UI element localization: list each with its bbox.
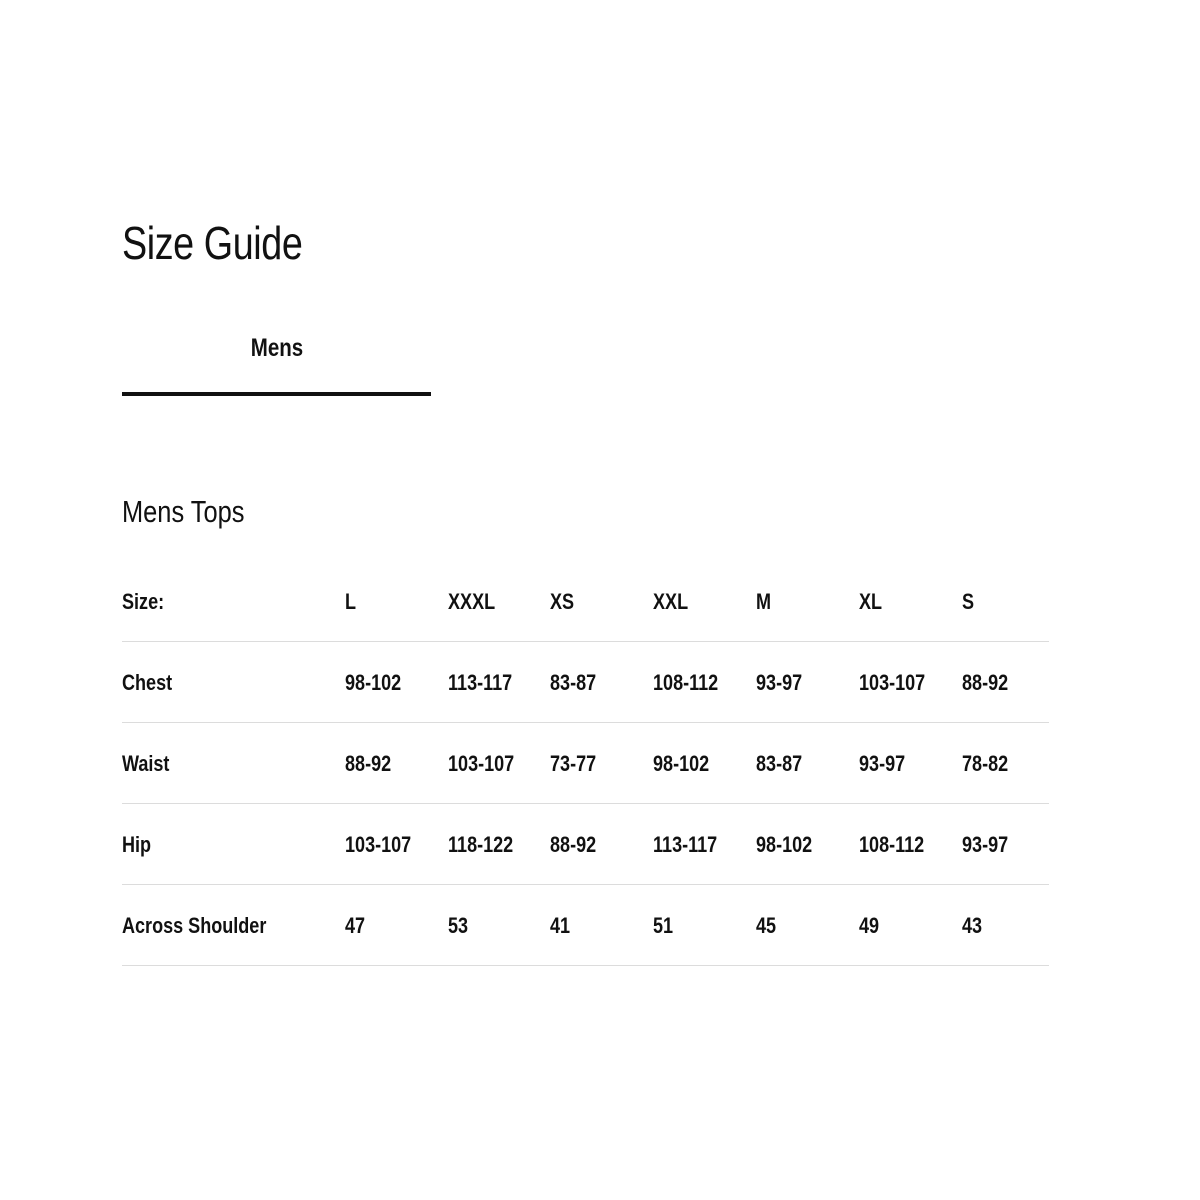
table-cell: 49: [859, 913, 880, 938]
size-table: Size: L XXXL XS XXL M XL S Chest 98-102 113-117 83-…: [122, 561, 1049, 966]
row-label: Waist: [122, 751, 170, 776]
table-cell: 98-102: [653, 751, 710, 776]
size-header: L: [345, 589, 357, 614]
tab-label: Mens: [250, 334, 303, 362]
table-row: Chest 98-102 113-117 83-87 108-112 93-97 103-1…: [122, 642, 1049, 723]
table-cell: 108-112: [653, 670, 719, 695]
table-cell: 113-117: [653, 832, 718, 857]
table-row: Waist 88-92 103-107 73-77 98-102 83-87 93-97 78…: [122, 723, 1049, 804]
size-header: S: [962, 589, 975, 614]
table-cell: 98-102: [756, 832, 813, 857]
size-header: XL: [859, 589, 883, 614]
table-header-row: Size: L XXXL XS XXL M XL S: [122, 561, 1049, 642]
table-cell: 98-102: [345, 670, 402, 695]
size-header: XS: [550, 589, 575, 614]
table-cell: 51: [653, 913, 674, 938]
table-cell: 88-92: [962, 670, 1009, 695]
table-cell: 103-107: [448, 751, 515, 776]
tab-mens[interactable]: Mens: [122, 330, 431, 396]
page-title: Size Guide: [122, 217, 303, 269]
table-cell: 41: [550, 913, 571, 938]
table-cell: 78-82: [962, 751, 1009, 776]
table-cell: 83-87: [756, 751, 803, 776]
table-cell: 88-92: [345, 751, 392, 776]
size-header: XXXL: [448, 589, 496, 614]
table-cell: 93-97: [859, 751, 906, 776]
size-header: XXL: [653, 589, 689, 614]
table-cell: 103-107: [859, 670, 926, 695]
table-cell: 103-107: [345, 832, 412, 857]
table-cell: 43: [962, 913, 983, 938]
table-cell: 83-87: [550, 670, 597, 695]
table-cell: 93-97: [756, 670, 803, 695]
table-cell: 88-92: [550, 832, 597, 857]
table-cell: 93-97: [962, 832, 1009, 857]
row-label: Hip: [122, 832, 152, 857]
row-label: Chest: [122, 670, 173, 695]
table-cell: 53: [448, 913, 469, 938]
size-header: M: [756, 589, 772, 614]
row-label: Size:: [122, 589, 165, 614]
table-cell: 73-77: [550, 751, 597, 776]
table-cell: 113-117: [448, 670, 513, 695]
row-label: Across Shoulder: [122, 913, 267, 938]
table-row: Hip 103-107 118-122 88-92 113-117 98-102 108-1…: [122, 804, 1049, 885]
table-cell: 118-122: [448, 832, 514, 857]
section-title: Mens Tops: [122, 494, 245, 529]
table-cell: 47: [345, 913, 366, 938]
table-cell: 45: [756, 913, 777, 938]
table-cell: 108-112: [859, 832, 925, 857]
table-row: Across Shoulder 47 53 41 51 45 49 43: [122, 885, 1049, 966]
active-tab-indicator: [122, 392, 431, 396]
